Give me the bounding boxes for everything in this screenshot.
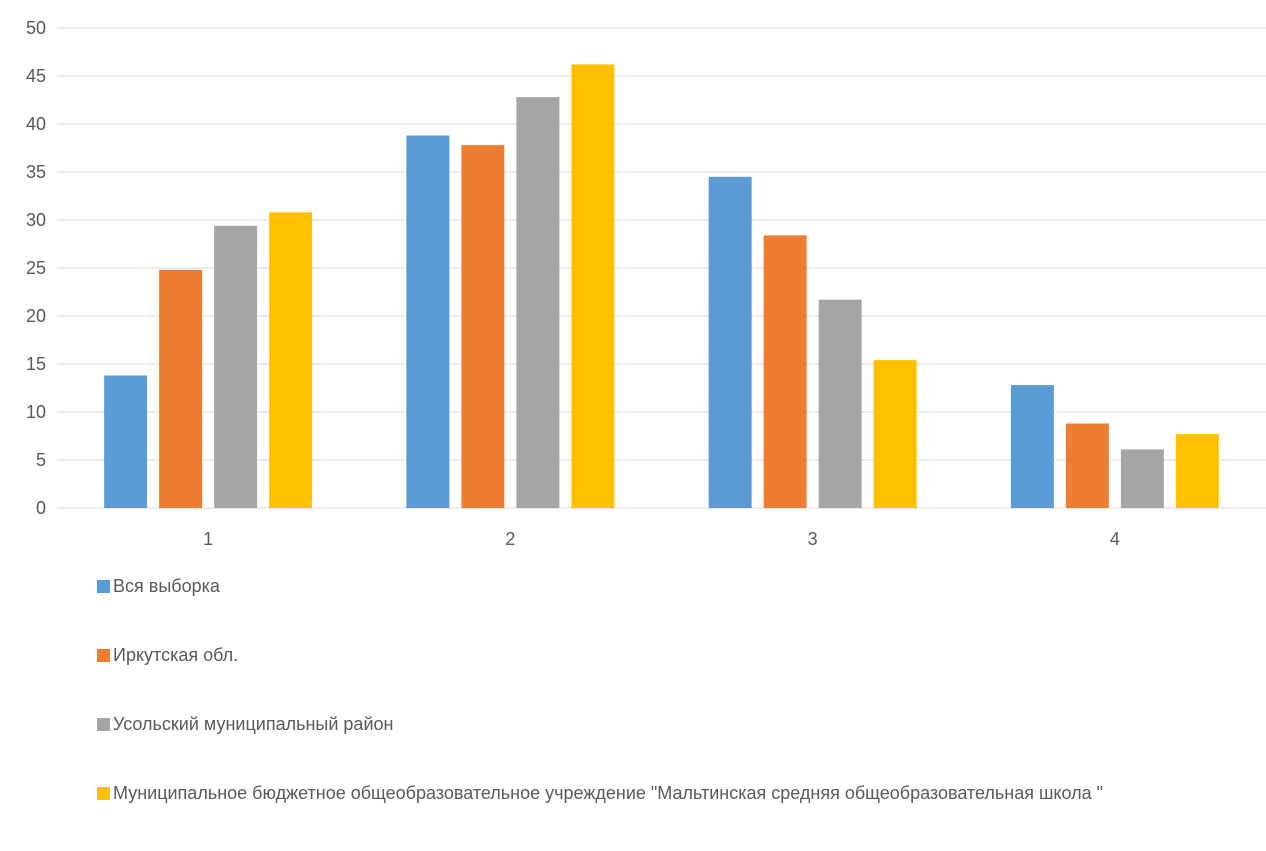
legend-label-series-4: Муниципальное бюджетное общеобразователь… [113, 783, 1103, 803]
bar-series-1-category-2 [406, 135, 450, 508]
bar-series-3-category-2 [516, 97, 560, 509]
bar-series-1-category-1 [104, 375, 148, 508]
x-tick-label: 4 [1110, 529, 1120, 549]
y-tick-label: 45 [26, 66, 46, 86]
bar-series-1-category-4 [1010, 385, 1054, 508]
x-tick-label: 3 [808, 529, 818, 549]
y-tick-label: 30 [26, 210, 46, 230]
y-tick-label: 50 [26, 18, 46, 38]
legend-swatch-series-1 [97, 580, 110, 593]
legend-item-series-4: Муниципальное бюджетное общеобразователь… [97, 782, 1257, 804]
y-tick-label: 0 [36, 498, 46, 518]
y-tick-label: 10 [26, 402, 46, 422]
bar-series-2-category-3 [763, 235, 807, 509]
bar-series-1-category-3 [708, 176, 752, 509]
bar-series-3-category-3 [818, 299, 862, 508]
legend-item-series-2: Иркутская обл. [97, 644, 1257, 666]
y-tick-label: 25 [26, 258, 46, 278]
bar-chart: 0 5 10 15 20 25 30 35 40 45 50 1 2 3 4 [26, 18, 1266, 549]
bar-series-4-category-3 [873, 360, 917, 508]
x-tick-label: 1 [203, 529, 213, 549]
bar-series-4-category-2 [571, 64, 615, 508]
y-tick-label: 20 [26, 306, 46, 326]
bar-series-2-category-2 [461, 145, 505, 508]
y-tick-label: 35 [26, 162, 46, 182]
legend-item-series-3: Усольский муниципальный район [97, 713, 1257, 735]
x-axis-ticks: 1 2 3 4 [203, 529, 1120, 549]
legend: Вся выборка Иркутская обл. Усольский мун… [97, 575, 1257, 851]
legend-label-series-1: Вся выборка [113, 576, 220, 596]
legend-label-series-3: Усольский муниципальный район [113, 714, 394, 734]
bar-series-3-category-4 [1120, 449, 1164, 508]
bar-series-2-category-4 [1065, 423, 1109, 508]
x-tick-label: 2 [505, 529, 515, 549]
y-tick-label: 15 [26, 354, 46, 374]
bar-series-2-category-1 [159, 269, 203, 508]
legend-swatch-series-2 [97, 649, 110, 662]
bar-series-4-category-1 [269, 212, 313, 508]
legend-swatch-series-4 [97, 787, 110, 800]
legend-label-series-2: Иркутская обл. [113, 645, 239, 665]
bars [104, 64, 1219, 509]
bar-series-3-category-1 [214, 225, 258, 508]
legend-item-series-1: Вся выборка [97, 575, 1257, 597]
gridlines [57, 27, 1266, 509]
bar-series-4-category-4 [1175, 434, 1219, 508]
legend-swatch-series-3 [97, 718, 110, 731]
y-tick-label: 5 [36, 450, 46, 470]
y-axis-ticks: 0 5 10 15 20 25 30 35 40 45 50 [26, 18, 46, 518]
y-tick-label: 40 [26, 114, 46, 134]
